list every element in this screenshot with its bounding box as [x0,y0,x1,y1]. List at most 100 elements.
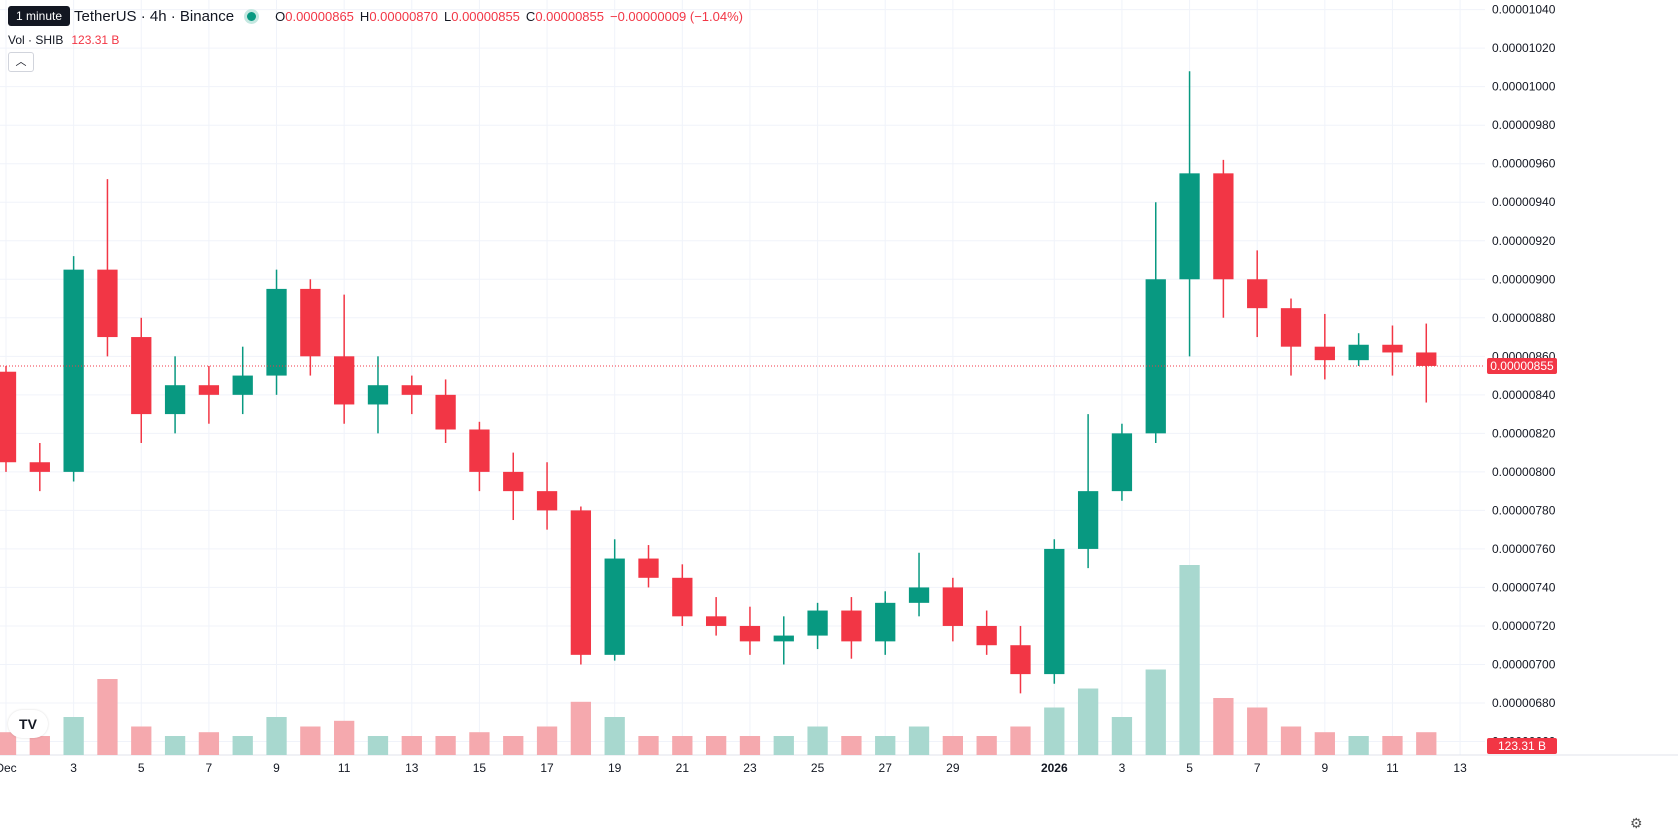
volume-bar [1044,707,1065,755]
time-axis-label: 3 [1119,761,1126,775]
tradingview-logo[interactable]: TV [8,710,48,738]
candle-body [367,385,389,405]
candle-body [976,625,997,646]
low-label: L [444,8,452,24]
volume-bar [198,732,220,755]
price-axis-label: 0.00000920 [1492,234,1556,248]
volume-bar [570,701,592,755]
candle-body [63,269,84,472]
candle-body [198,385,220,395]
time-axis-label: 7 [1254,761,1261,775]
volume-bar [976,736,997,755]
price-axis-label: 0.00000720 [1492,619,1556,633]
candle-body [401,385,422,395]
volume-bar [1314,732,1335,755]
time-axis-label: 9 [273,761,280,775]
time-axis-label: 21 [676,761,690,775]
time-axis-label: 29 [946,761,960,775]
candle-body [131,337,152,415]
volume-label[interactable]: Vol · SHIB [8,33,64,47]
candle-body [638,558,659,578]
price-axis-label: 0.00001040 [1492,3,1556,17]
volume-bar [97,679,118,755]
candle-body [841,610,862,642]
price-axis-label: 0.00001000 [1492,80,1556,94]
candle-body [1213,173,1234,280]
price-axis-label: 0.00000760 [1492,542,1556,556]
time-axis-label: 19 [608,761,622,775]
price-axis-label: 0.00000800 [1492,465,1556,479]
time-axis-label: 15 [473,761,487,775]
time-axis-label: 5 [1186,761,1193,775]
volume-bar [841,736,862,755]
candle-body [875,602,896,642]
time-axis-label: 17 [540,761,554,775]
candle-body [1314,346,1335,361]
volume-bar [1111,717,1133,755]
volume-bar [672,736,693,755]
candle-body [97,269,118,338]
candle-body [1111,433,1133,492]
candle-body [1280,308,1302,347]
low-value: 0.00000855 [451,8,520,24]
time-axis-label: 13 [405,761,419,775]
volume-bar [1010,726,1031,755]
time-axis-label: 13 [1453,761,1467,775]
current-price-label: 0.00000855 [1490,359,1554,373]
high-value: 0.00000870 [369,8,438,24]
price-axis-label: 0.00000980 [1492,118,1556,132]
volume-bar [638,736,659,755]
candle-body [536,491,558,511]
volume-bar [367,736,389,755]
candle-body [469,429,490,472]
candle-body [1247,279,1268,309]
volume-bar [131,726,152,755]
time-axis-label: 3 [70,761,77,775]
candle-body [942,587,963,626]
candle-body [1179,173,1200,280]
volume-bar [1382,736,1403,755]
time-axis-label: Dec [0,761,17,775]
price-axis-label: 0.00000840 [1492,388,1556,402]
change-value: −0.00000009 (−1.04%) [610,8,743,24]
volume-bar [1145,669,1166,755]
time-axis-label: 27 [879,761,893,775]
price-axis-label: 0.00000740 [1492,580,1556,594]
candle-body [604,558,625,655]
volume-bar [773,736,794,755]
candle-body [1077,491,1099,549]
high-label: H [359,8,370,24]
candle-body [1416,352,1437,366]
volume-bar [1348,736,1369,755]
candle-body [29,462,50,472]
volume-bar [604,717,625,755]
volume-bar [232,736,253,755]
candle-body [1010,645,1031,675]
volume-bar [435,736,456,755]
candle-body [1044,548,1065,675]
volume-bar [1416,732,1437,755]
time-axis-label: 7 [206,761,213,775]
symbol-title[interactable]: TetherUS · 4h · Binance [74,7,235,25]
time-axis-label: 11 [1386,761,1399,775]
candle-body [435,394,456,430]
time-axis-label: 5 [138,761,145,775]
volume-value: 123.31 B [71,33,120,47]
volume-bar [705,736,727,755]
volume-bar [1247,707,1268,755]
close-label: C [525,8,536,24]
volume-bar [401,736,422,755]
volume-bar [469,732,490,755]
gear-icon[interactable]: ⚙ [1630,815,1643,831]
time-axis-label: 23 [743,761,757,775]
volume-bar [0,732,17,755]
candle-body [266,288,287,376]
volume-bar [266,717,287,755]
candle-body [672,577,693,617]
volume-badge-label: 123.31 B [1498,739,1546,753]
chevron-up-icon[interactable]: ︿ [8,52,34,72]
volume-bar [29,736,50,755]
market-status-icon [244,8,260,24]
volume-bar [1213,698,1234,755]
